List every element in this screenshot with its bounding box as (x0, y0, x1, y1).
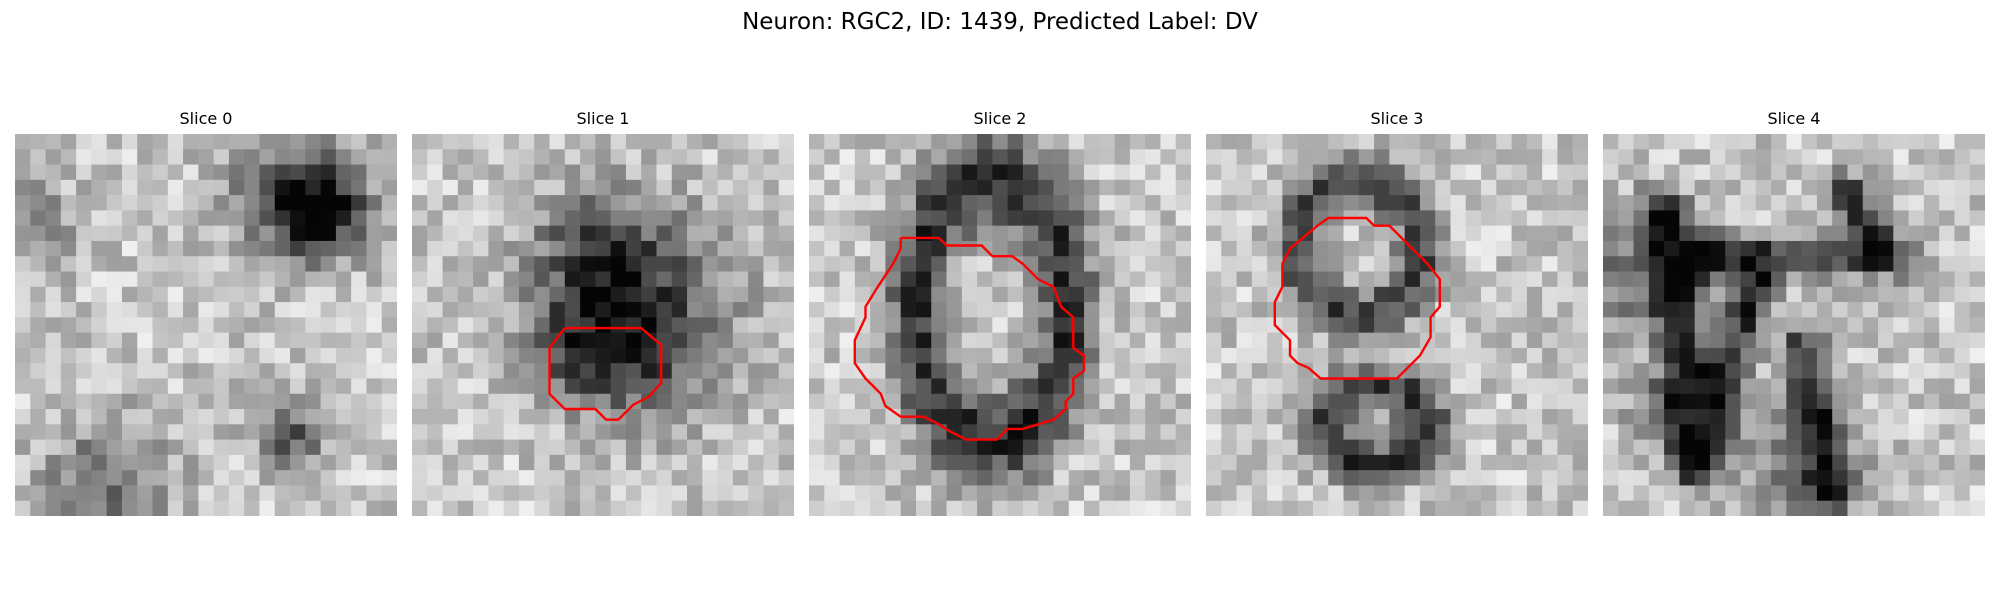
grayscale-slice (809, 134, 1191, 516)
slice-image (1206, 134, 1588, 516)
slice-panel-0: Slice 0 (15, 108, 397, 516)
figure-title: Neuron: RGC2, ID: 1439, Predicted Label:… (742, 9, 1258, 35)
cell-boundary-outline (1273, 216, 1442, 380)
slice-title: Slice 0 (179, 109, 233, 128)
slice-title: Slice 1 (576, 109, 630, 128)
slice-image (15, 134, 397, 516)
slice-image (809, 134, 1191, 516)
grayscale-slice (412, 134, 794, 516)
grayscale-slice (1603, 134, 1985, 516)
slice-image (412, 134, 794, 516)
slice-panel-2: Slice 2 (809, 108, 1191, 516)
grayscale-slice (1206, 134, 1588, 516)
slice-panel-4: Slice 4 (1603, 108, 1985, 516)
slice-panel-1: Slice 1 (412, 108, 794, 516)
slice-panel-3: Slice 3 (1206, 108, 1588, 516)
slice-title: Slice 2 (973, 109, 1027, 128)
grayscale-slice (15, 134, 397, 516)
slice-image (1603, 134, 1985, 516)
slice-title: Slice 4 (1767, 109, 1821, 128)
slice-title: Slice 3 (1370, 109, 1424, 128)
cell-boundary-outline (548, 326, 663, 421)
cell-boundary-outline (853, 236, 1086, 441)
